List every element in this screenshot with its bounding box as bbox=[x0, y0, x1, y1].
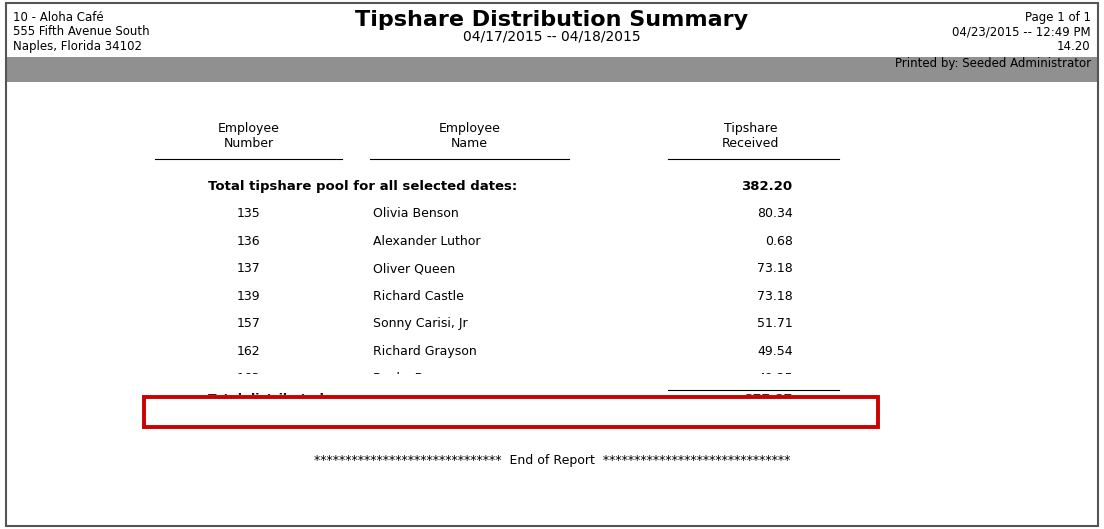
Text: Employee
Name: Employee Name bbox=[438, 122, 500, 150]
FancyBboxPatch shape bbox=[6, 57, 1098, 82]
FancyBboxPatch shape bbox=[144, 397, 878, 427]
Text: 80.34: 80.34 bbox=[757, 207, 793, 221]
Text: Tipshare
Received: Tipshare Received bbox=[722, 122, 779, 150]
Text: 10 - Aloha Café: 10 - Aloha Café bbox=[13, 11, 104, 24]
Text: 04/23/2015 -- 12:49 PM: 04/23/2015 -- 12:49 PM bbox=[952, 25, 1091, 39]
Text: 73.18: 73.18 bbox=[757, 262, 793, 276]
Text: 4.32: 4.32 bbox=[760, 409, 793, 422]
Text: Richard Grayson: Richard Grayson bbox=[373, 345, 477, 358]
Text: 135: 135 bbox=[236, 207, 261, 221]
Text: Employee
Number: Employee Number bbox=[217, 122, 279, 150]
Text: 382.20: 382.20 bbox=[742, 180, 793, 193]
Text: 163: 163 bbox=[236, 372, 261, 386]
Text: 162: 162 bbox=[236, 345, 261, 358]
Text: 0.68: 0.68 bbox=[765, 235, 793, 248]
Text: Oliver Queen: Oliver Queen bbox=[373, 262, 456, 276]
Text: Total undistributed: Total undistributed bbox=[208, 409, 351, 422]
Text: 14.20: 14.20 bbox=[1058, 40, 1091, 53]
Text: 49.25: 49.25 bbox=[757, 372, 793, 386]
Text: 157: 157 bbox=[236, 317, 261, 331]
Text: Richard Castle: Richard Castle bbox=[373, 290, 464, 303]
Text: 137: 137 bbox=[236, 262, 261, 276]
Text: Total distributed: Total distributed bbox=[208, 393, 323, 406]
Text: 04/17/2015 -- 04/18/2015: 04/17/2015 -- 04/18/2015 bbox=[464, 30, 640, 43]
Text: Alexander Luthor: Alexander Luthor bbox=[373, 235, 480, 248]
Text: 139: 139 bbox=[236, 290, 261, 303]
Text: Bucky Barnes: Bucky Barnes bbox=[373, 372, 458, 386]
Text: 51.71: 51.71 bbox=[757, 317, 793, 331]
Text: Sonny Carisi, Jr: Sonny Carisi, Jr bbox=[373, 317, 468, 331]
Text: Olivia Benson: Olivia Benson bbox=[373, 207, 459, 221]
Text: Page 1 of 1: Page 1 of 1 bbox=[1025, 11, 1091, 24]
Text: Naples, Florida 34102: Naples, Florida 34102 bbox=[13, 40, 142, 53]
Text: 136: 136 bbox=[236, 235, 261, 248]
Text: Total tipshare pool for all selected dates:: Total tipshare pool for all selected dat… bbox=[208, 180, 517, 193]
Text: Tipshare Distribution Summary: Tipshare Distribution Summary bbox=[355, 10, 749, 30]
Text: 49.54: 49.54 bbox=[757, 345, 793, 358]
Text: 555 Fifth Avenue South: 555 Fifth Avenue South bbox=[13, 25, 150, 39]
Text: 73.18: 73.18 bbox=[757, 290, 793, 303]
Text: 377.87: 377.87 bbox=[744, 393, 793, 406]
Text: ******************************  End of Report  ******************************: ****************************** End of Re… bbox=[314, 454, 790, 468]
Text: Printed by: Seeded Administrator: Printed by: Seeded Administrator bbox=[894, 57, 1091, 70]
